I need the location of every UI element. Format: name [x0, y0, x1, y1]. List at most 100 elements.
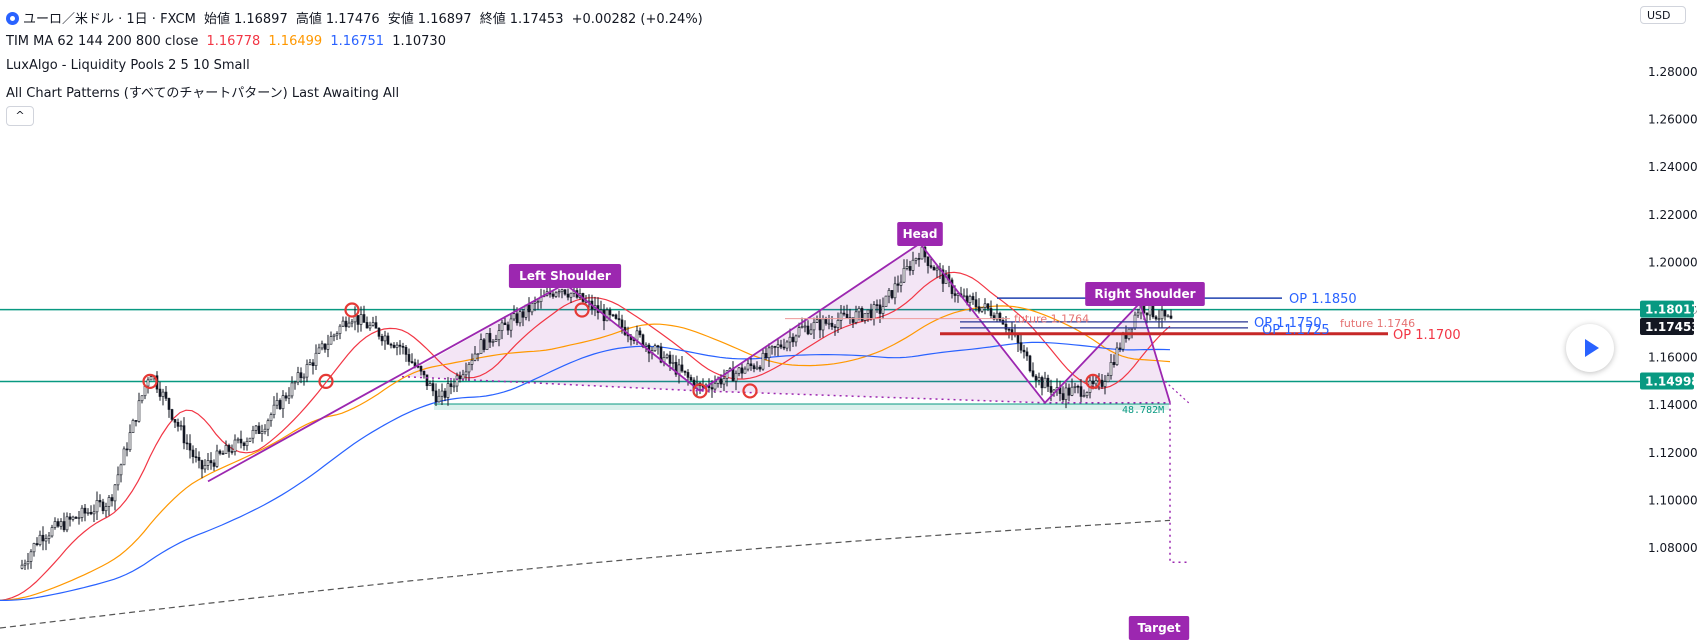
- candle-body: [1034, 375, 1038, 381]
- currency-button[interactable]: USD: [1640, 6, 1686, 24]
- candle-body: [290, 382, 294, 397]
- price-badge-bg: [1640, 300, 1694, 318]
- candle-body: [299, 372, 303, 379]
- candle-body: [908, 266, 912, 271]
- candle-body: [395, 344, 399, 348]
- candle-body: [1046, 377, 1050, 387]
- candle-body: [335, 333, 339, 336]
- liquidity-pool-circle: [742, 383, 758, 399]
- candle-body: [968, 296, 972, 303]
- candle-body: [488, 333, 492, 343]
- candle-body: [983, 303, 987, 308]
- candle-body: [1103, 381, 1107, 387]
- candle-body: [785, 341, 789, 349]
- candle-body: [530, 303, 534, 313]
- patterns-indicator-label[interactable]: All Chart Patterns (すべてのチャートパターン) Last A…: [6, 86, 400, 101]
- candle-body: [92, 511, 96, 515]
- candle-body: [761, 352, 765, 370]
- price-badge-label: 1.18017: [1645, 303, 1700, 317]
- candle-body: [362, 314, 366, 323]
- price-axis[interactable]: 1.28000 1.26000 1.24000 1.22000 1.20000 1.180…: [1640, 65, 1700, 555]
- candle-body: [230, 451, 234, 453]
- candle-body: [1076, 385, 1080, 388]
- candle-body: [953, 293, 957, 296]
- candle-body: [719, 378, 723, 385]
- high-label: 高値: [295, 12, 322, 27]
- candle-body: [95, 500, 99, 513]
- candle-body: [800, 326, 804, 328]
- candle-body: [263, 428, 267, 433]
- candle-body: [794, 335, 798, 343]
- candle-body: [128, 432, 132, 451]
- moving-averages: [0, 271, 1171, 629]
- open-value: 1.16897: [233, 12, 288, 27]
- candle-body: [1016, 334, 1020, 343]
- candle-body: [653, 345, 657, 351]
- candle-body: [506, 324, 510, 331]
- candle-body: [989, 308, 993, 316]
- candle-body: [671, 361, 675, 364]
- candle-body: [356, 315, 360, 325]
- candle-body: [389, 343, 393, 346]
- candle-body: [722, 378, 726, 385]
- candle-body: [407, 354, 411, 362]
- price-tick-label: 1.26000: [1648, 113, 1698, 127]
- candle-body: [191, 449, 195, 457]
- candle-body: [428, 383, 432, 387]
- candle-body: [329, 336, 333, 345]
- candle-body: [635, 330, 639, 341]
- candle-body: [713, 383, 717, 390]
- candle-body: [809, 329, 813, 335]
- candle-body: [974, 299, 978, 307]
- candle-body: [1115, 347, 1119, 365]
- liquidity-pool-circle: [318, 373, 334, 389]
- candle-body: [203, 465, 207, 470]
- collapse-legend-button[interactable]: ^: [6, 106, 34, 126]
- candle-body: [383, 335, 387, 342]
- ma-indicator-label[interactable]: TIM MA 62 144 200 800 close: [6, 34, 199, 49]
- candle-body: [287, 395, 291, 399]
- candle-body: [743, 368, 747, 374]
- liquidity-pool-circle: [344, 302, 360, 318]
- close-label: 終値: [479, 12, 506, 27]
- candle-body: [1121, 333, 1125, 350]
- candle-body: [962, 295, 966, 298]
- candle-body: [392, 344, 396, 348]
- candle-body: [212, 462, 216, 467]
- ma200-line: [0, 341, 1171, 601]
- candle-body: [1079, 386, 1083, 397]
- candle-body: [1040, 377, 1044, 389]
- candle-body: [971, 296, 975, 301]
- candle-body: [305, 364, 309, 378]
- candle-body: [710, 387, 714, 390]
- candle-body: [494, 339, 498, 342]
- play-button[interactable]: [1566, 324, 1614, 372]
- symbol-legend[interactable]: ユーロ／米ドル · 1日 · FXCM 始値 1.16897 高値 1.17476 …: [6, 8, 707, 27]
- candle-body: [482, 339, 486, 350]
- candle-body: [272, 404, 276, 416]
- candle-body: [932, 266, 936, 271]
- luxalgo-indicator-label[interactable]: LuxAlgo - Liquidity Pools 2 5 10 Small: [6, 58, 250, 73]
- ma-indicator-legend[interactable]: TIM MA 62 144 200 800 close 1.16778 1.16…: [6, 34, 450, 49]
- liquidity-zone: [434, 404, 1169, 411]
- candle-body: [1067, 387, 1071, 396]
- candle-body: [758, 366, 762, 370]
- candle-body: [659, 346, 663, 363]
- ma144-value: 1.16499: [268, 34, 323, 49]
- candle-body: [839, 312, 843, 321]
- candle-body: [215, 450, 219, 467]
- candle-body: [1082, 395, 1086, 397]
- candle-body: [887, 290, 891, 297]
- price-badge-bg: [1640, 372, 1694, 390]
- candle-body: [836, 320, 840, 328]
- ma800-line: [0, 519, 1171, 629]
- candle-body: [1049, 386, 1053, 393]
- symbol-title[interactable]: ユーロ／米ドル · 1日 · FXCM: [23, 12, 196, 27]
- candle-body: [245, 441, 249, 447]
- candle-body: [323, 343, 327, 350]
- candle-body: [344, 320, 348, 328]
- candle-body: [764, 352, 768, 359]
- candle-body: [788, 336, 792, 343]
- liquidity-pool-circle: [142, 373, 158, 389]
